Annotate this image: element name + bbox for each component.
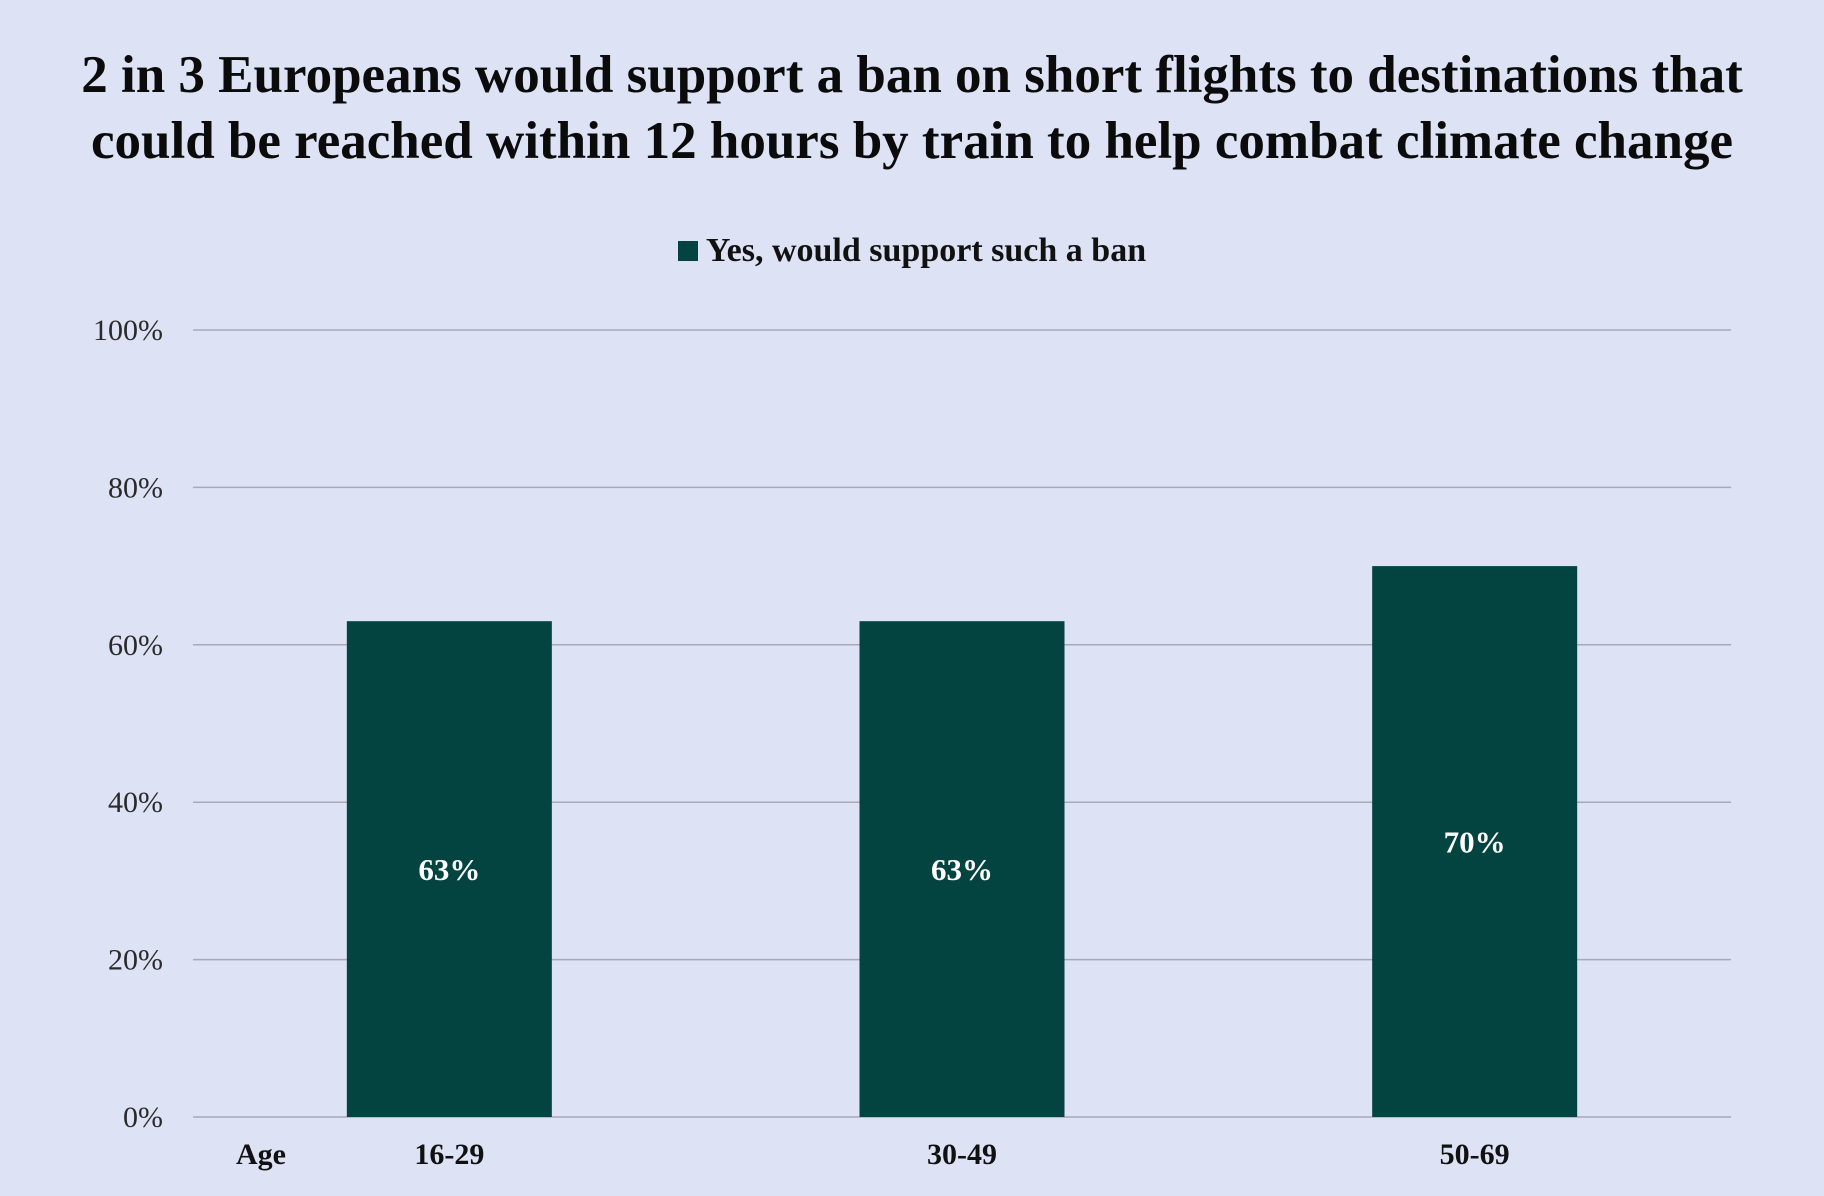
y-tick-label-80%: 80% bbox=[108, 471, 163, 504]
y-tick-label-0%: 0% bbox=[123, 1101, 163, 1134]
y-tick-label-20%: 20% bbox=[108, 944, 163, 977]
x-tick-label-30-49: 30-49 bbox=[927, 1138, 997, 1171]
y-tick-label-100%: 100% bbox=[93, 314, 163, 347]
chart-title-line-1: 2 in 3 Europeans would support a ban on … bbox=[81, 46, 1743, 104]
bar-16-29 bbox=[346, 621, 552, 1117]
legend-label: Yes, would support such a ban bbox=[705, 232, 1147, 269]
bar-50-69 bbox=[1372, 566, 1578, 1117]
x-tick-label-50-69: 50-69 bbox=[1440, 1138, 1510, 1171]
data-label-50-69: 70% bbox=[1444, 825, 1506, 860]
chart-title: 2 in 3 Europeans would support a ban on … bbox=[20, 42, 1804, 174]
chart-title-line-2: could be reached within 12 hours by trai… bbox=[90, 112, 1734, 170]
data-label-16-29: 63% bbox=[418, 852, 480, 887]
data-label-30-49: 63% bbox=[931, 852, 993, 887]
legend-swatch bbox=[677, 241, 698, 261]
bar-30-49 bbox=[859, 621, 1065, 1117]
y-tick-label-60%: 60% bbox=[108, 629, 163, 662]
x-tick-label-16-29: 16-29 bbox=[414, 1138, 484, 1171]
x-axis-title: Age bbox=[236, 1138, 286, 1171]
chart-legend: Yes, would support such a ban bbox=[0, 232, 1824, 270]
y-tick-label-40%: 40% bbox=[108, 786, 163, 819]
